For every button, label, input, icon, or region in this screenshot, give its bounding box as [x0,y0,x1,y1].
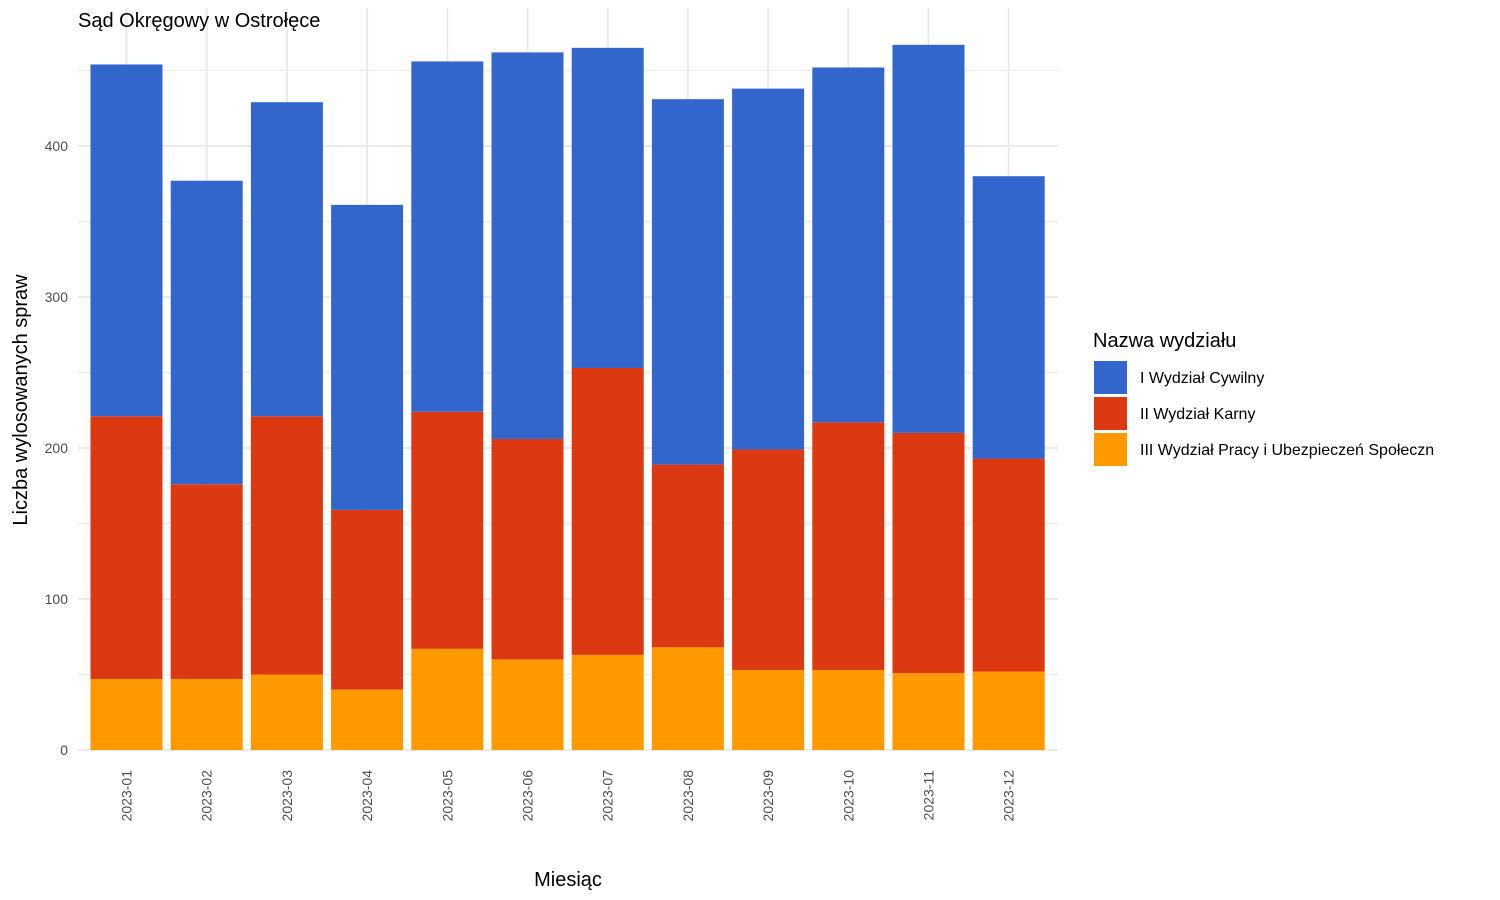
bar-segment [892,432,965,673]
bar-segment [651,464,724,648]
x-tick-label: 2023-12 [1001,770,1017,822]
bar-segment [732,88,805,450]
bar-segment [411,648,484,750]
bar-segment [651,99,724,465]
y-tick-label: 0 [60,742,68,758]
bar-segment [491,438,564,660]
x-axis-ticks: 2023-01 2023-02 2023-03 2023-04 2023-05 2023-… [119,770,1017,822]
bar-segment [732,449,805,670]
bar-segment [170,484,243,680]
legend-swatch [1094,397,1127,430]
bar-segment [571,654,644,750]
legend-label: I Wydział Cywilny [1140,370,1264,387]
bar-segment [892,44,965,433]
legend-label: II Wydział Karny [1140,406,1255,423]
chart-title: Sąd Okręgowy w Ostrołęce [78,10,320,32]
bar-segment [331,509,404,690]
bar-segment [491,52,564,439]
y-tick-label: 100 [45,591,69,607]
x-tick-label: 2023-08 [680,770,696,822]
bar-segment [491,659,564,750]
bar-segment [250,102,323,417]
bar-segment [812,67,885,423]
bars [90,44,1045,750]
bar-segment [812,422,885,670]
bar-segment [90,416,163,680]
x-tick-label: 2023-02 [199,770,215,822]
legend-label: III Wydział Pracy i Ubezpieczeń Społeczn [1140,442,1434,459]
x-tick-label: 2023-09 [760,770,776,822]
bar-segment [411,61,484,412]
bar-segment [170,679,243,750]
x-tick-label: 2023-01 [119,770,135,822]
x-tick-label: 2023-06 [520,770,536,822]
y-tick-label: 200 [45,440,69,456]
bar-segment [170,180,243,485]
bar-segment [892,672,965,750]
y-tick-label: 300 [45,289,69,305]
bar-segment [972,176,1045,459]
bar-segment [812,669,885,750]
bar-segment [411,411,484,649]
bar-segment [90,64,163,417]
bar-segment [972,671,1045,750]
bar-segment [651,647,724,750]
legend-swatch [1094,433,1127,466]
legend-title: Nazwa wydziału [1093,330,1236,352]
y-axis-title: Liczba wylosowanych spraw [10,274,32,526]
y-tick-label: 400 [45,138,69,154]
bar-segment [571,367,644,655]
x-tick-label: 2023-04 [359,770,375,822]
bar-segment [732,669,805,750]
x-tick-label: 2023-07 [600,770,616,822]
y-axis-ticks: 0 100 200 300 400 [45,138,69,758]
x-axis-title: Miesiąc [534,869,602,891]
bar-segment [331,204,404,510]
legend-swatch [1094,361,1127,394]
bar-segment [250,416,323,675]
bar-segment [331,689,404,750]
x-tick-label: 2023-10 [840,770,856,822]
legend: Nazwa wydziału I Wydział Cywilny II Wydzi… [1093,330,1434,466]
bar-segment [250,674,323,750]
bar-segment [90,679,163,750]
x-tick-label: 2023-03 [279,770,295,822]
bar-segment [972,458,1045,672]
x-tick-label: 2023-11 [921,770,937,821]
bar-segment [571,47,644,368]
x-tick-label: 2023-05 [439,770,455,822]
